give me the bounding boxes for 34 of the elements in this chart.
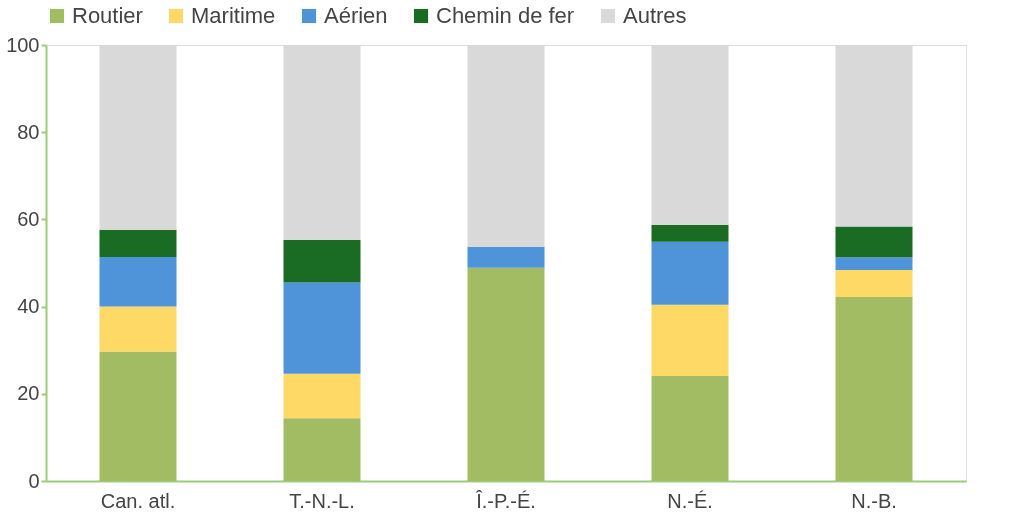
bar [651, 304, 729, 376]
legend-label: Maritime [191, 3, 276, 28]
bar [283, 239, 361, 283]
legend-label: Autres [623, 3, 687, 28]
bar [651, 241, 729, 305]
bar [651, 225, 729, 242]
y-tick-label: 40 [17, 295, 40, 318]
legend-label: Aérien [324, 3, 388, 28]
bar [467, 246, 545, 268]
x-tick-label: N.-É. [667, 489, 713, 512]
y-tick-label: 80 [17, 120, 40, 143]
y-tick-label: 100 [6, 33, 40, 56]
y-tick-label: 0 [28, 469, 40, 492]
y-tick-label: 60 [17, 207, 40, 230]
x-tick-label: Can. atl. [100, 489, 176, 512]
bar [283, 418, 361, 481]
x-tick-label: T.-N.-L. [289, 489, 355, 512]
bar [99, 256, 177, 307]
x-tick-label: N.-B. [851, 489, 897, 512]
legend-label: Routier [72, 3, 143, 28]
x-tick-label: Î.-P.-É. [475, 489, 536, 512]
bar [835, 257, 913, 270]
y-tick-label: 20 [17, 382, 40, 405]
bar [283, 373, 361, 419]
bar [99, 306, 177, 352]
bar [283, 282, 361, 374]
bar [651, 375, 729, 481]
bar [99, 351, 177, 481]
bar [835, 297, 913, 481]
bar [99, 229, 177, 257]
bar [835, 269, 913, 298]
legend-label: Chemin de fer [436, 3, 575, 28]
bar [467, 267, 545, 481]
bar [835, 226, 913, 258]
